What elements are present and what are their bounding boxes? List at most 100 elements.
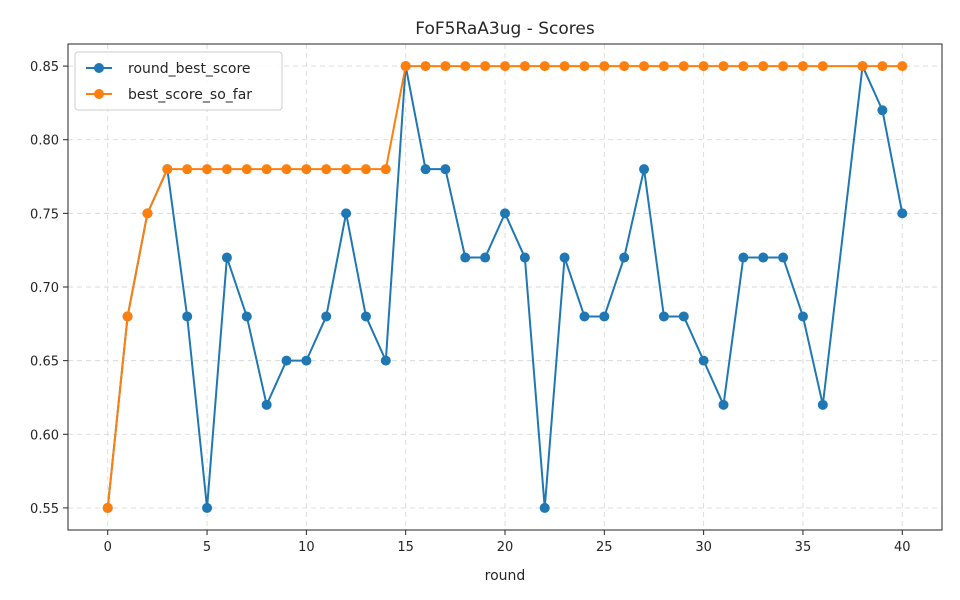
x-tick-label: 25 xyxy=(596,540,613,555)
y-tick-label: 0.80 xyxy=(30,134,59,149)
legend-box xyxy=(74,51,283,111)
data-point-best-score-so-far xyxy=(797,61,808,72)
data-point-best-score-so-far xyxy=(698,61,709,72)
data-point-best-score-so-far xyxy=(559,61,570,72)
legend-label-best-score-so-far: best_score_so_far xyxy=(128,87,252,103)
data-point-round-best-score xyxy=(301,355,312,366)
data-point-best-score-so-far xyxy=(400,61,411,72)
data-point-best-score-so-far xyxy=(162,164,173,175)
y-tick-label: 0.65 xyxy=(30,355,59,370)
data-point-best-score-so-far xyxy=(599,61,610,72)
x-tick-label: 40 xyxy=(894,540,911,555)
data-point-best-score-so-far xyxy=(341,164,352,175)
data-point-best-score-so-far xyxy=(758,61,769,72)
data-point-round-best-score xyxy=(202,502,213,513)
data-point-round-best-score xyxy=(778,252,789,263)
data-point-best-score-so-far xyxy=(301,164,312,175)
series-round-best-score xyxy=(102,61,908,513)
data-point-round-best-score xyxy=(539,502,550,513)
data-point-best-score-so-far xyxy=(500,61,510,72)
y-tick-label: 0.70 xyxy=(30,281,59,296)
data-point-best-score-so-far xyxy=(619,61,630,72)
data-point-round-best-score xyxy=(261,399,272,410)
data-point-round-best-score xyxy=(599,311,610,322)
data-point-round-best-score xyxy=(500,208,510,219)
data-point-best-score-so-far xyxy=(897,61,908,72)
data-point-round-best-score xyxy=(241,311,252,322)
x-tick-label: 30 xyxy=(695,540,712,555)
data-point-round-best-score xyxy=(579,311,590,322)
data-point-best-score-so-far xyxy=(639,61,650,72)
data-point-round-best-score xyxy=(380,355,391,366)
data-point-round-best-score xyxy=(182,311,193,322)
data-point-best-score-so-far xyxy=(539,61,550,72)
data-point-best-score-so-far xyxy=(102,502,113,513)
legend: round_best_score best_score_so_far xyxy=(74,51,283,111)
data-point-round-best-score xyxy=(559,252,570,263)
data-point-round-best-score xyxy=(738,252,749,263)
data-point-best-score-so-far xyxy=(202,164,213,175)
data-point-round-best-score xyxy=(480,252,491,263)
data-point-best-score-so-far xyxy=(480,61,491,72)
data-point-best-score-so-far xyxy=(321,164,332,175)
series-best-score-so-far xyxy=(102,61,908,513)
data-point-best-score-so-far xyxy=(380,164,391,175)
x-axis-ticks: 0 5 10 15 20 25 30 35 40 xyxy=(104,530,911,555)
legend-marker-best-score-so-far xyxy=(94,89,104,99)
data-point-best-score-so-far xyxy=(221,164,232,175)
data-point-round-best-score xyxy=(341,208,352,219)
data-point-round-best-score xyxy=(619,252,630,263)
data-point-best-score-so-far xyxy=(420,61,431,72)
y-tick-label: 0.60 xyxy=(30,428,59,443)
chart-title: FoF5RaA3ug - Scores xyxy=(415,19,595,39)
data-point-best-score-so-far xyxy=(678,61,689,72)
x-tick-label: 35 xyxy=(795,540,812,555)
series-line-round-best-score xyxy=(106,65,904,509)
data-point-round-best-score xyxy=(897,208,908,219)
data-point-round-best-score xyxy=(658,311,669,322)
data-point-best-score-so-far xyxy=(261,164,272,175)
data-point-round-best-score xyxy=(460,252,471,263)
data-point-round-best-score xyxy=(281,355,292,366)
x-tick-label: 10 xyxy=(298,540,315,555)
x-tick-label: 5 xyxy=(203,540,211,555)
data-point-best-score-so-far xyxy=(360,164,371,175)
data-point-round-best-score xyxy=(797,311,808,322)
data-point-round-best-score xyxy=(221,252,232,263)
data-point-round-best-score xyxy=(639,164,650,175)
y-tick-label: 0.55 xyxy=(30,502,59,517)
data-point-best-score-so-far xyxy=(281,164,292,175)
data-point-best-score-so-far xyxy=(738,61,749,72)
data-point-best-score-so-far xyxy=(778,61,789,72)
data-point-round-best-score xyxy=(420,164,431,175)
data-point-best-score-so-far xyxy=(142,208,153,219)
data-point-best-score-so-far xyxy=(519,61,530,72)
data-point-round-best-score xyxy=(360,311,371,322)
data-point-best-score-so-far xyxy=(579,61,590,72)
x-tick-label: 15 xyxy=(397,540,414,555)
data-point-best-score-so-far xyxy=(122,311,133,322)
x-axis-label: round xyxy=(485,568,526,584)
series-layer xyxy=(102,61,908,513)
data-point-best-score-so-far xyxy=(460,61,471,72)
data-point-round-best-score xyxy=(758,252,769,263)
y-tick-label: 0.85 xyxy=(30,60,59,75)
legend-label-round-best-score: round_best_score xyxy=(128,61,251,77)
data-point-best-score-so-far xyxy=(817,61,828,72)
data-point-best-score-so-far xyxy=(718,61,729,72)
data-point-round-best-score xyxy=(877,105,888,116)
x-tick-label: 20 xyxy=(497,540,514,555)
data-point-round-best-score xyxy=(678,311,689,322)
data-point-round-best-score xyxy=(698,355,709,366)
data-point-round-best-score xyxy=(440,164,451,175)
legend-marker-round-best-score xyxy=(94,63,104,73)
data-point-best-score-so-far xyxy=(182,164,193,175)
y-tick-label: 0.75 xyxy=(30,207,59,222)
series-line-best-score-so-far xyxy=(106,65,903,509)
data-point-best-score-so-far xyxy=(658,61,669,72)
data-point-round-best-score xyxy=(519,252,530,263)
data-point-best-score-so-far xyxy=(857,61,868,72)
y-axis-ticks: 0.55 0.60 0.65 0.70 0.75 0.80 0.85 xyxy=(30,60,68,517)
data-point-round-best-score xyxy=(817,399,828,410)
